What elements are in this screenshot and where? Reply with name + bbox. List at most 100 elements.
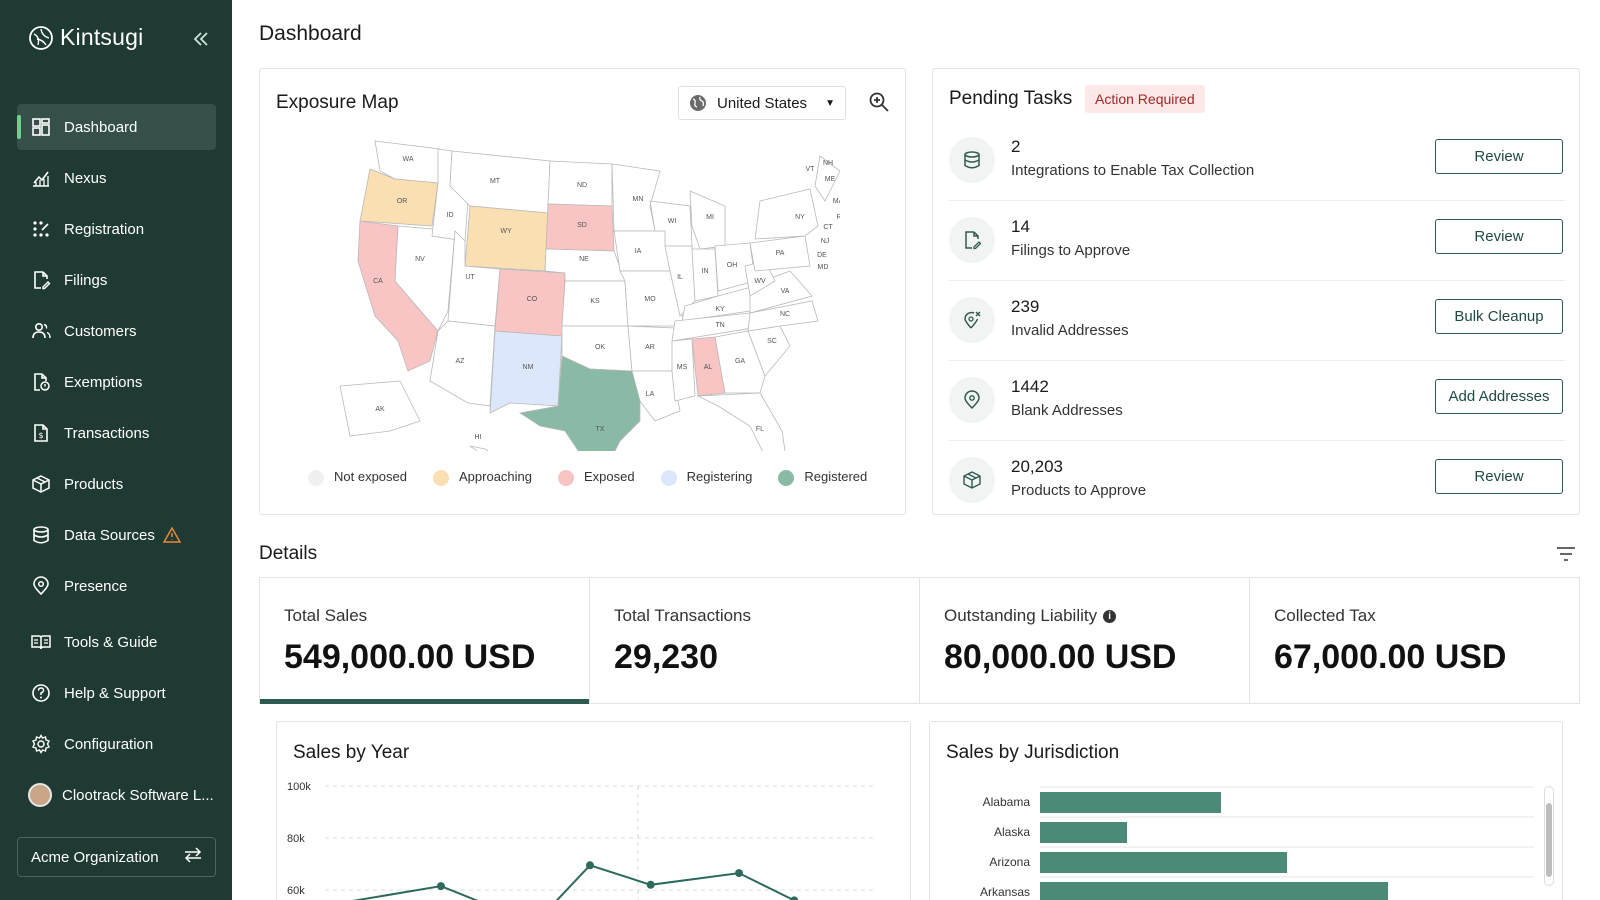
- kpi-label-text: Total Transactions: [614, 606, 752, 625]
- box-icon: [30, 473, 52, 495]
- chart-title: Sales by Year: [293, 742, 410, 763]
- state-label-wi: WI: [668, 218, 677, 225]
- task-label: Products to Approve: [1011, 482, 1147, 499]
- chart-scrollbar[interactable]: [1544, 786, 1554, 886]
- sidebar-nav: Dashboard Nexus Registration Filings Cus…: [17, 104, 216, 614]
- exposure-map-card: Exposure Map United States ▼: [259, 68, 906, 515]
- data-point[interactable]: [646, 880, 655, 889]
- state-label-sd: SD: [577, 222, 587, 229]
- data-point[interactable]: [436, 882, 445, 891]
- us-exposure-map[interactable]: WA OR CA NV ID MT WY UT AZ CO NM ND SD NE KS OK TX MN IA MO…: [320, 131, 840, 451]
- kpi-collected-tax[interactable]: Collected Tax 67,000.00 USD: [1250, 578, 1579, 703]
- sidebar-item-nexus[interactable]: Nexus: [17, 155, 216, 201]
- state-label-pa: PA: [776, 250, 785, 257]
- bar[interactable]: [1040, 822, 1127, 843]
- sidebar-item-presence[interactable]: Presence: [17, 563, 216, 609]
- state-label-ne: NE: [579, 256, 589, 263]
- task-count: 14: [1011, 217, 1030, 236]
- kpi-label: Total Transactions: [614, 606, 919, 626]
- state-label-ak: AK: [375, 406, 385, 413]
- category-label: Arizona: [989, 855, 1030, 869]
- organization-switcher[interactable]: Acme Organization: [17, 837, 216, 877]
- box-icon: [949, 457, 995, 503]
- task-row: 1442 Blank Addresses Add Addresses: [949, 361, 1565, 441]
- brand-name: Kintsugi: [60, 24, 144, 50]
- state-label-me: ME: [825, 176, 836, 183]
- registration-icon: [30, 218, 52, 240]
- collapse-sidebar-icon[interactable]: [192, 28, 210, 54]
- brand-logo[interactable]: Kintsugi: [28, 24, 143, 51]
- state-label-wy: WY: [500, 228, 512, 235]
- users-icon: [30, 320, 52, 342]
- kpi-total-sales[interactable]: Total Sales 549,000.00 USD: [260, 578, 590, 704]
- state-label-ri: RI: [837, 214, 841, 221]
- sidebar-item-filings[interactable]: Filings: [17, 257, 216, 303]
- sidebar-item-configuration[interactable]: Configuration: [17, 721, 216, 767]
- organization-name: Acme Organization: [31, 848, 159, 866]
- database-icon: [30, 524, 52, 546]
- filter-icon[interactable]: [1556, 546, 1576, 567]
- pending-tasks-card: Pending Tasks Action Required 2 Integrat…: [932, 68, 1580, 515]
- legend-label: Registered: [804, 469, 868, 484]
- legend-swatch: [558, 469, 574, 486]
- scrollbar-thumb[interactable]: [1546, 803, 1552, 877]
- review-filings-button[interactable]: Review: [1435, 219, 1563, 254]
- svg-text:$: $: [38, 431, 43, 440]
- review-products-button[interactable]: Review: [1435, 459, 1563, 494]
- sidebar-item-customers[interactable]: Customers: [17, 308, 216, 354]
- legend-swatch: [660, 469, 677, 486]
- kpi-value: 29,230: [614, 638, 718, 676]
- sidebar-item-label: Presence: [64, 577, 128, 595]
- state-label-nj: NJ: [821, 238, 830, 245]
- kpi-value: 67,000.00 USD: [1274, 638, 1507, 676]
- sidebar-item-products[interactable]: Products: [17, 461, 216, 507]
- y-tick-label: 100k: [287, 781, 311, 793]
- data-point[interactable]: [790, 896, 799, 900]
- review-integrations-button[interactable]: Review: [1435, 139, 1563, 174]
- sidebar-item-tools-guide[interactable]: Tools & Guide: [17, 619, 216, 665]
- sidebar: Kintsugi Dashboard Nexus Registration Fi…: [0, 0, 232, 900]
- state-label-mt: MT: [490, 178, 501, 185]
- sidebar-item-dashboard[interactable]: Dashboard: [17, 104, 216, 150]
- category-label: Alabama: [983, 795, 1031, 809]
- kpi-label-text: Total Sales: [284, 606, 368, 625]
- state-label-nv: NV: [415, 256, 425, 263]
- legend-swatch: [308, 469, 324, 486]
- bar[interactable]: [1040, 852, 1288, 873]
- state-label-mn: MN: [633, 196, 644, 203]
- data-point[interactable]: [585, 861, 594, 870]
- task-count: 1442: [1011, 377, 1049, 396]
- sales-by-jurisdiction-card: Alabama Alaska Arizona Arkansas Sales by Ju…: [929, 721, 1563, 900]
- sales-by-year-card: 100k 80k 60k Sales by Year: [276, 721, 911, 900]
- add-addresses-button[interactable]: Add Addresses: [1435, 379, 1563, 414]
- bulk-cleanup-button[interactable]: Bulk Cleanup: [1435, 299, 1563, 334]
- map-legend: Not exposed Approaching Exposed Register…: [308, 469, 867, 486]
- sales-by-year-chart: 100k 80k 60k: [287, 781, 877, 900]
- sidebar-item-help-support[interactable]: Help & Support: [17, 670, 216, 716]
- warning-icon: [162, 527, 181, 543]
- data-point[interactable]: [735, 869, 743, 878]
- database-icon: [949, 137, 995, 183]
- country-select[interactable]: United States ▼: [678, 86, 846, 120]
- kpi-outstanding-liability[interactable]: Outstanding Liability i 80,000.00 USD: [920, 578, 1250, 703]
- bar[interactable]: [1040, 882, 1388, 900]
- info-icon[interactable]: i: [1103, 609, 1117, 623]
- sidebar-item-label: Data Sources: [64, 526, 155, 544]
- zoom-in-icon[interactable]: [868, 91, 890, 118]
- state-label-ny: NY: [795, 214, 805, 221]
- help-circle-icon: [30, 682, 52, 704]
- kpi-label: Collected Tax: [1274, 606, 1579, 626]
- sidebar-item-transactions[interactable]: $ Transactions: [17, 410, 216, 456]
- sidebar-item-registration[interactable]: Registration: [17, 206, 216, 252]
- sidebar-item-exemptions[interactable]: Exemptions: [17, 359, 216, 405]
- user-profile[interactable]: Clootrack Software L...: [28, 783, 214, 807]
- kpi-total-transactions[interactable]: Total Transactions 29,230: [590, 578, 920, 703]
- legend-item: Not exposed: [308, 469, 407, 486]
- legend-swatch: [433, 469, 449, 486]
- pending-tasks-title: Pending Tasks: [949, 88, 1073, 109]
- file-badge-icon: [30, 371, 52, 393]
- state-label-nc: NC: [780, 311, 790, 318]
- bar[interactable]: [1040, 792, 1221, 813]
- state-label-ms: MS: [677, 364, 688, 371]
- sidebar-item-data-sources[interactable]: Data Sources: [17, 512, 216, 558]
